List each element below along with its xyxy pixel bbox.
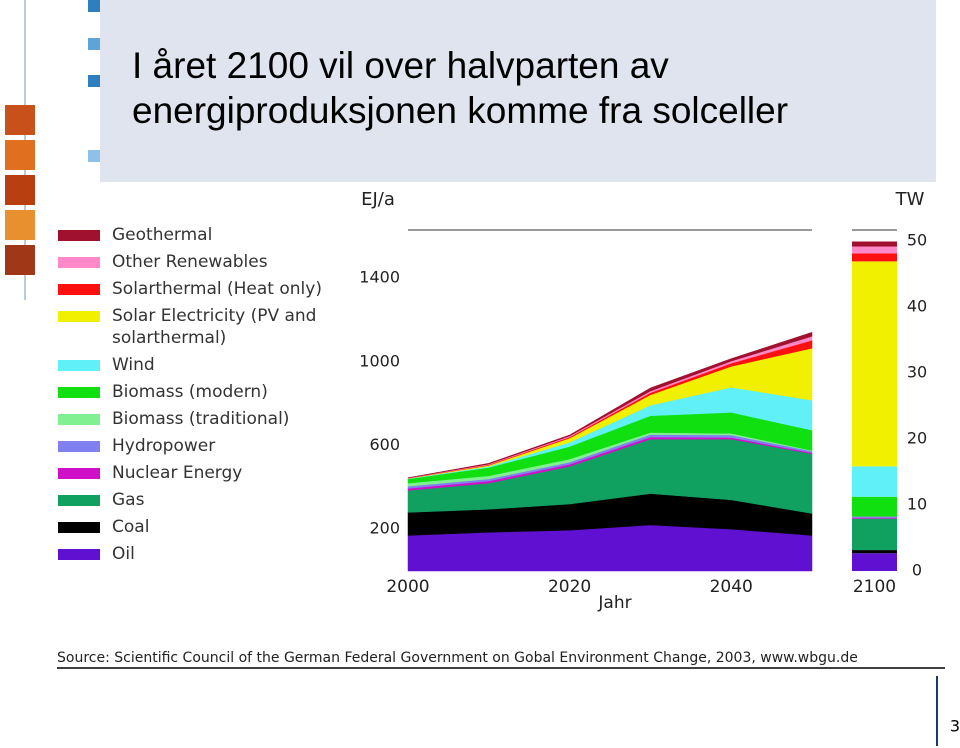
legend-item: Coal <box>58 516 338 538</box>
legend-label: Biomass (modern) <box>112 382 268 402</box>
legend-label: Solar Electricity (PV and solarthermal) <box>112 306 317 348</box>
legend-swatch <box>58 230 100 241</box>
legend-item: Nuclear Energy <box>58 462 338 484</box>
y-tick-label: 1000 <box>359 351 400 370</box>
legend-swatch <box>58 468 100 479</box>
legend-swatch <box>58 414 100 425</box>
legend-swatch <box>58 284 100 295</box>
y2-tick-label: 20 <box>907 429 927 448</box>
plot: 200 600 1000 1400 0 10 20 30 40 50 2000 2020 2040 210… <box>359 229 927 597</box>
legend-swatch <box>58 549 100 560</box>
source: Source: Scientific Council of the German… <box>57 650 858 666</box>
x-tick-label: 2040 <box>710 577 753 597</box>
y2-tick-label: 0 <box>912 561 922 580</box>
area-block <box>852 246 897 254</box>
page-number: 3 <box>950 717 960 736</box>
title-line: energiproduksjonen komme fra solceller <box>132 90 788 131</box>
area <box>407 331 813 479</box>
area-block <box>852 241 897 247</box>
legend-item: Wind <box>58 354 338 376</box>
y2-tick-label: 30 <box>907 363 927 382</box>
y-tick-label: 600 <box>369 435 400 454</box>
area-block <box>852 466 897 497</box>
legend-item: Biomass (traditional) <box>58 408 338 430</box>
area-block <box>852 550 897 554</box>
legend-swatch <box>58 360 100 371</box>
area-block <box>852 496 897 517</box>
legend-swatch <box>58 441 100 452</box>
title-line: I året 2100 vil over halvparten av <box>132 45 669 86</box>
area-block <box>852 518 897 551</box>
legend-swatch <box>58 387 100 398</box>
legend-label: Biomass (traditional) <box>112 409 290 429</box>
legend-swatch <box>58 257 100 268</box>
decoration <box>5 0 100 300</box>
title-band <box>100 0 936 182</box>
legend-item: Solar Electricity (PV and solarthermal) <box>58 305 338 349</box>
y2-tick-label: 40 <box>907 297 927 316</box>
legend-label: Oil <box>112 544 135 564</box>
area-block <box>852 253 897 262</box>
legend-swatch <box>58 311 100 322</box>
area-block <box>852 261 897 467</box>
y2-tick-label: 50 <box>907 231 927 250</box>
legend: Geothermal Other Renewables Solarthermal (… <box>58 224 338 570</box>
legend-swatch <box>58 495 100 506</box>
legend-item: Geothermal <box>58 224 338 246</box>
area-block <box>852 517 897 519</box>
legend-label: Geothermal <box>112 225 213 245</box>
x-tick-label: 2000 <box>386 577 429 597</box>
legend-label: Other Renewables <box>112 252 268 272</box>
legend-item: Other Renewables <box>58 251 338 273</box>
legend-swatch <box>58 522 100 533</box>
y2-axis-label: TW <box>895 189 925 210</box>
area-block <box>852 516 897 518</box>
y-tick-label: 200 <box>369 519 400 538</box>
legend-item: Hydropower <box>58 435 338 457</box>
legend-label: Nuclear Energy <box>112 463 243 483</box>
legend-label: Gas <box>112 490 145 510</box>
legend-item: Solarthermal (Heat only) <box>58 278 338 300</box>
x-tick-label: 2020 <box>548 577 591 597</box>
legend-label: Hydropower <box>112 436 216 456</box>
legend-label: Solarthermal (Heat only) <box>112 279 322 299</box>
legend-item: Gas <box>58 489 338 511</box>
area-block <box>852 553 897 571</box>
legend-item: Biomass (modern) <box>58 381 338 403</box>
legend-item: Oil <box>58 543 338 565</box>
y2-tick-label: 10 <box>907 495 927 514</box>
y-axis-label: EJ/a <box>361 189 395 210</box>
legend-label: Coal <box>112 517 150 537</box>
y-tick-label: 1400 <box>359 268 400 287</box>
x-axis-label: Jahr <box>597 593 631 613</box>
x-tick-label: 2100 <box>853 577 896 597</box>
legend-label: Wind <box>112 355 155 375</box>
